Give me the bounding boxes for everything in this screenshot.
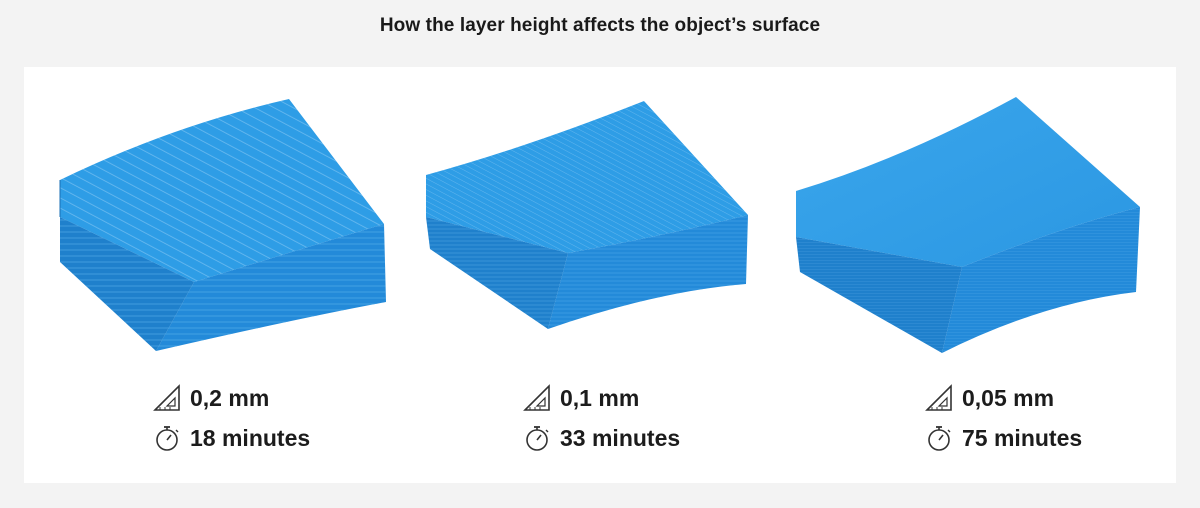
page-title: How the layer height affects the object’… [379, 15, 821, 36]
layer-height-value: 0,05 mm [962, 384, 1055, 411]
print-time-value: 18 minutes [190, 424, 311, 451]
sample-medium: 0,1 mm 33 minutes [408, 67, 792, 483]
layer-height-row: 0,2 mm [152, 383, 269, 413]
print-time-row: 18 minutes [152, 423, 310, 453]
set-square-icon [924, 383, 954, 413]
layer-height-value: 0,1 mm [560, 384, 640, 411]
layer-height-row: 0,1 mm [522, 383, 639, 413]
printed-block-image-fine [796, 97, 1140, 353]
print-time-row: 75 minutes [924, 423, 1082, 453]
set-square-icon [522, 383, 552, 413]
set-square-icon [152, 383, 182, 413]
comparison-panel: 0,2 mm 18 minutes [24, 67, 1176, 483]
layer-height-value: 0,2 mm [190, 384, 270, 411]
printed-block-image-medium [426, 101, 748, 329]
stopwatch-icon [152, 423, 182, 453]
stopwatch-icon [924, 423, 954, 453]
print-time-value: 33 minutes [560, 424, 681, 451]
sample-coarse: 0,2 mm 18 minutes [24, 67, 408, 483]
print-time-value: 75 minutes [962, 424, 1083, 451]
printed-block-image-coarse [59, 99, 386, 351]
layer-height-row: 0,05 mm [924, 383, 1054, 413]
print-time-row: 33 minutes [522, 423, 680, 453]
stopwatch-icon [522, 423, 552, 453]
sample-fine: 0,05 mm 75 minutes [792, 67, 1176, 483]
